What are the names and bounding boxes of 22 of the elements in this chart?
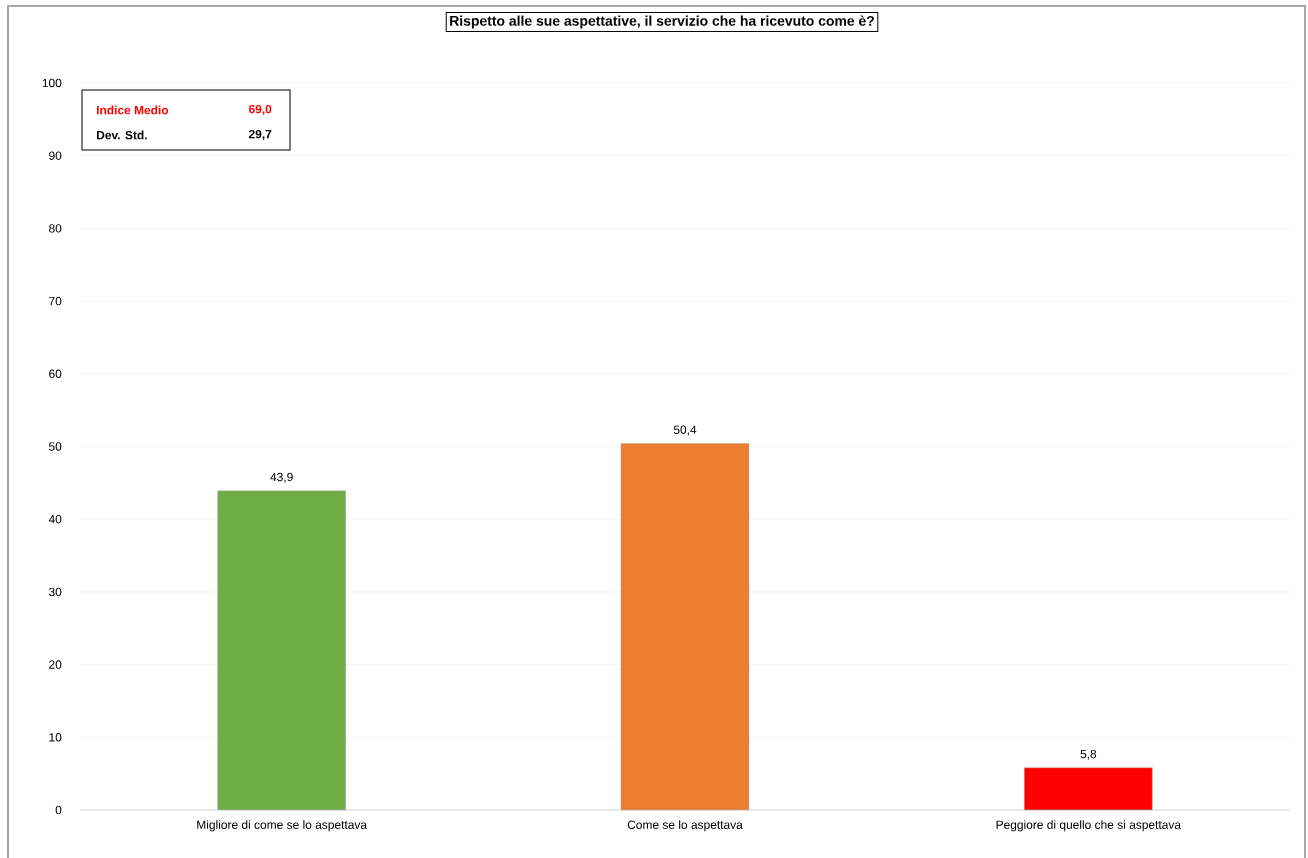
y-tick-label: 40	[48, 514, 62, 524]
y-tick-label: 80	[49, 224, 62, 233]
data-label: 5,8	[1080, 749, 1097, 760]
y-tick-label: 10	[49, 733, 62, 742]
y-tick-label: 100	[42, 78, 62, 88]
y-tick-label: 30	[48, 587, 62, 597]
y-tick-label: 0	[55, 805, 62, 815]
y-tick-label: 60	[49, 369, 62, 379]
y-tick-label: 90	[49, 151, 62, 160]
annotation: 69,0	[248, 104, 272, 116]
x-tick-label: Peggiore di quello che si aspettava	[996, 820, 1181, 832]
x-tick-label: Come se lo aspettava	[627, 820, 743, 832]
annotation: Indice Medio	[96, 105, 169, 115]
chart-title: Rispetto alle sue aspettative, il servizio che ha ricevuto come è?	[450, 15, 874, 29]
annotation: 29,7	[248, 129, 272, 141]
data-label: 43,9	[270, 472, 293, 483]
annotation: Dev. Std.	[96, 130, 147, 140]
data-label: 50,4	[673, 425, 697, 436]
x-tick-label: Migliore di come se lo aspettava	[197, 820, 368, 832]
y-tick-label: 70	[49, 296, 62, 306]
y-tick-label: 50	[49, 442, 62, 451]
y-tick-label: 20	[49, 660, 62, 669]
